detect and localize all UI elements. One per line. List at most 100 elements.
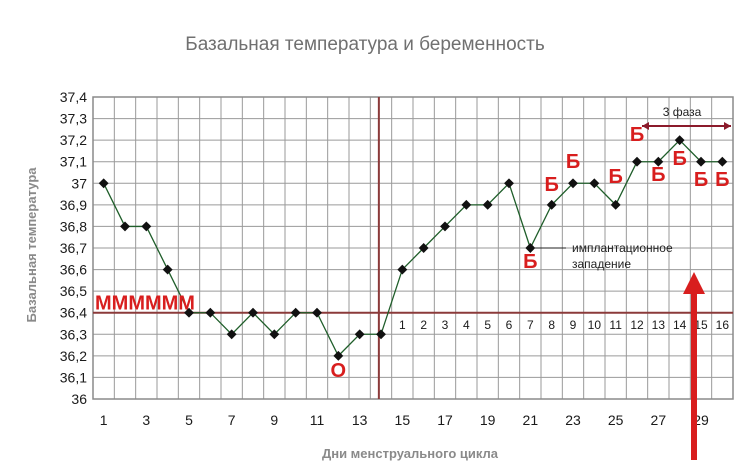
y-tick-label: 36,6 — [60, 262, 87, 278]
data-point — [205, 307, 216, 318]
phase-day-number: 1 — [399, 318, 406, 332]
data-point — [162, 264, 173, 275]
phase-day-number: 9 — [570, 318, 577, 332]
x-tick-label: 29 — [693, 412, 709, 428]
y-tick-label: 36,5 — [60, 283, 87, 299]
x-tick-label: 13 — [352, 412, 368, 428]
data-point — [717, 156, 728, 167]
x-tick-label: 5 — [185, 412, 193, 428]
x-tick-label: 15 — [395, 412, 411, 428]
data-point — [610, 199, 621, 210]
data-point — [482, 199, 493, 210]
x-tick-label: 1 — [100, 412, 108, 428]
y-tick-label: 37,3 — [60, 111, 87, 127]
y-tick-label: 36,2 — [60, 348, 87, 364]
y-tick-label: 36,4 — [60, 305, 87, 321]
data-point — [568, 178, 578, 189]
data-point — [354, 329, 365, 340]
data-point — [290, 307, 301, 318]
b-mark: Б — [566, 151, 580, 173]
grid-lines — [92, 96, 734, 400]
b-mark: Б — [523, 251, 537, 273]
b-mark: Б — [651, 164, 665, 186]
data-point — [226, 329, 237, 340]
phase-day-number: 11 — [609, 318, 622, 332]
phase-day-number: 3 — [442, 318, 449, 332]
x-axis-title: Дни менструального цикла — [322, 446, 499, 461]
b-mark: Б — [544, 174, 558, 196]
phase-day-numbers: 1 2 3 4 5 6 7 8 9 10 11 12 13 14 15 16 — [399, 318, 729, 332]
phase-day-number: 13 — [652, 318, 666, 332]
phase-day-number: 2 — [420, 318, 427, 332]
phase-day-number: 5 — [484, 318, 491, 332]
phase3-arrow-left — [642, 122, 649, 130]
b-mark: Б — [715, 169, 729, 191]
phase-day-number: 14 — [673, 318, 687, 332]
temperature-series — [98, 135, 728, 361]
data-point — [120, 221, 130, 232]
implantation-label-1: имплантационное — [572, 241, 673, 255]
data-point — [674, 135, 685, 146]
x-tick-label: 17 — [437, 412, 453, 428]
b-mark: Б — [672, 148, 686, 170]
b-mark: Б — [630, 124, 644, 146]
phase-day-number: 6 — [506, 318, 513, 332]
b-mark: Б — [608, 166, 622, 188]
data-point — [504, 178, 514, 189]
phase-day-number: 15 — [694, 318, 708, 332]
implantation-label-2: западение — [572, 257, 631, 271]
m-marks: ММММММ — [95, 293, 195, 315]
x-tick-label: 21 — [523, 412, 539, 428]
x-tick-label: 11 — [310, 412, 325, 428]
plot-border — [92, 96, 734, 400]
y-tick-label: 36,9 — [60, 197, 87, 213]
y-axis-title: Базальная температура — [24, 167, 39, 323]
data-point — [333, 350, 344, 361]
phase3-label: 3 фаза — [663, 105, 702, 119]
data-point — [376, 329, 386, 340]
red-arrow-head — [683, 272, 705, 294]
y-tick-label: 36,1 — [60, 369, 87, 385]
data-point — [653, 156, 664, 167]
data-point — [397, 264, 408, 275]
y-tick-label: 37,1 — [60, 154, 87, 170]
phase-day-number: 8 — [548, 318, 555, 332]
phase3-arrow-right — [724, 122, 731, 130]
y-tick-label: 36 — [71, 391, 87, 407]
phase-day-number: 12 — [630, 318, 644, 332]
x-tick-label: 9 — [270, 412, 278, 428]
data-point — [525, 243, 536, 253]
y-tick-label: 36,8 — [60, 218, 87, 234]
data-point — [440, 221, 450, 232]
data-point — [696, 156, 706, 167]
x-tick-label: 7 — [228, 412, 236, 428]
x-tick-labels: 1 3 5 7 9 11 13 15 17 19 21 23 25 27 29 — [100, 412, 709, 428]
y-tick-label: 37,4 — [60, 89, 87, 105]
data-point — [312, 307, 322, 318]
chart-title: Базальная температура и беременность — [185, 34, 545, 55]
y-tick-label: 37 — [71, 175, 87, 191]
y-tick-labels: 37,4 37,3 37,2 37,1 37 36,9 36,8 36,7 36,6 36,5 36… — [60, 89, 87, 407]
phase-day-number: 7 — [527, 318, 534, 332]
data-point — [269, 329, 280, 340]
data-point — [98, 178, 109, 189]
x-tick-label: 27 — [651, 412, 667, 428]
data-point — [632, 156, 642, 167]
data-point — [141, 221, 152, 232]
phase-day-number: 16 — [716, 318, 730, 332]
data-point — [589, 178, 600, 189]
x-tick-label: 23 — [565, 412, 581, 428]
data-point — [184, 307, 194, 318]
y-tick-label: 37,2 — [60, 132, 87, 148]
x-tick-label: 25 — [608, 412, 624, 428]
phase-day-number: 10 — [588, 318, 602, 332]
b-mark: Б — [694, 169, 708, 191]
data-point — [418, 243, 429, 253]
data-point — [546, 199, 557, 210]
ovulation-mark: О — [331, 360, 347, 382]
data-point — [461, 199, 472, 210]
y-tick-label: 36,3 — [60, 326, 87, 342]
x-tick-label: 19 — [480, 412, 496, 428]
